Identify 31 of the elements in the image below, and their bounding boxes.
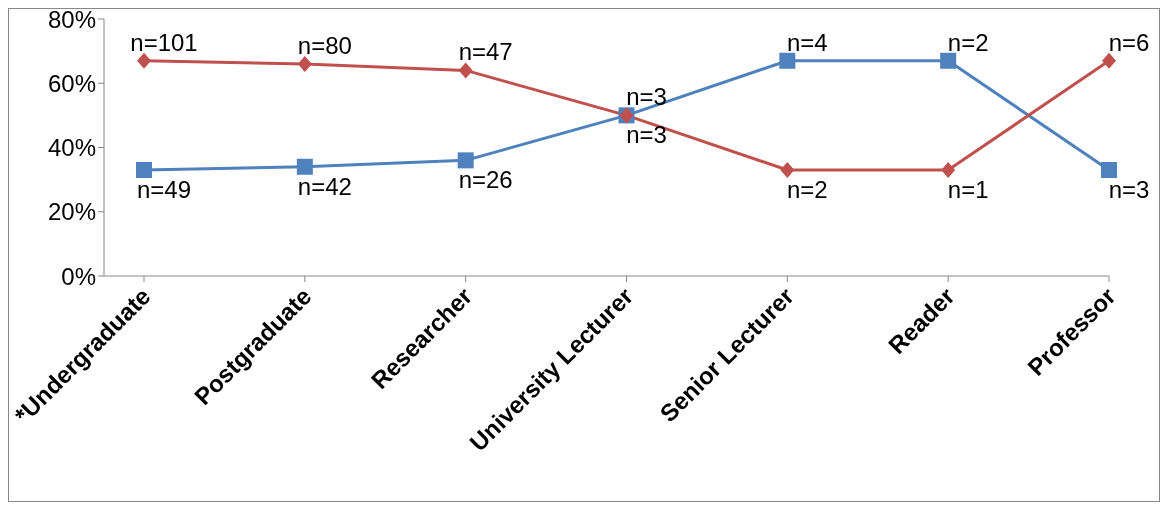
y-tick-label: 80% (47, 5, 96, 33)
point (941, 161, 956, 178)
annotation: n=6 (1108, 28, 1150, 56)
annotation: n=26 (458, 166, 513, 194)
y-tick-label: 20% (47, 198, 96, 226)
annotation: n=2 (947, 28, 989, 56)
annotation: n=101 (130, 28, 198, 56)
annotation: n=1 (947, 175, 989, 203)
point (296, 158, 313, 175)
annotation: n=49 (136, 175, 192, 203)
annotation: n=4 (786, 28, 828, 56)
annotation: n=47 (458, 38, 513, 66)
annotation: n=3 (626, 121, 667, 149)
point (940, 52, 957, 69)
annotation: n=42 (297, 172, 352, 200)
annotation: n=3 (1108, 175, 1150, 203)
y-tick-label: 60% (47, 69, 96, 97)
point (1101, 161, 1117, 178)
annotation: n=2 (786, 175, 828, 203)
point (779, 52, 796, 69)
annotation: n=3 (626, 83, 667, 111)
point (297, 55, 312, 72)
y-tick-label: 0% (61, 262, 96, 290)
point (458, 62, 473, 79)
point (137, 52, 151, 69)
point (780, 161, 795, 178)
point (457, 152, 474, 169)
point (136, 161, 152, 178)
y-tick-label: 40% (47, 134, 96, 162)
point (1102, 52, 1116, 69)
annotation: n=80 (297, 31, 352, 59)
